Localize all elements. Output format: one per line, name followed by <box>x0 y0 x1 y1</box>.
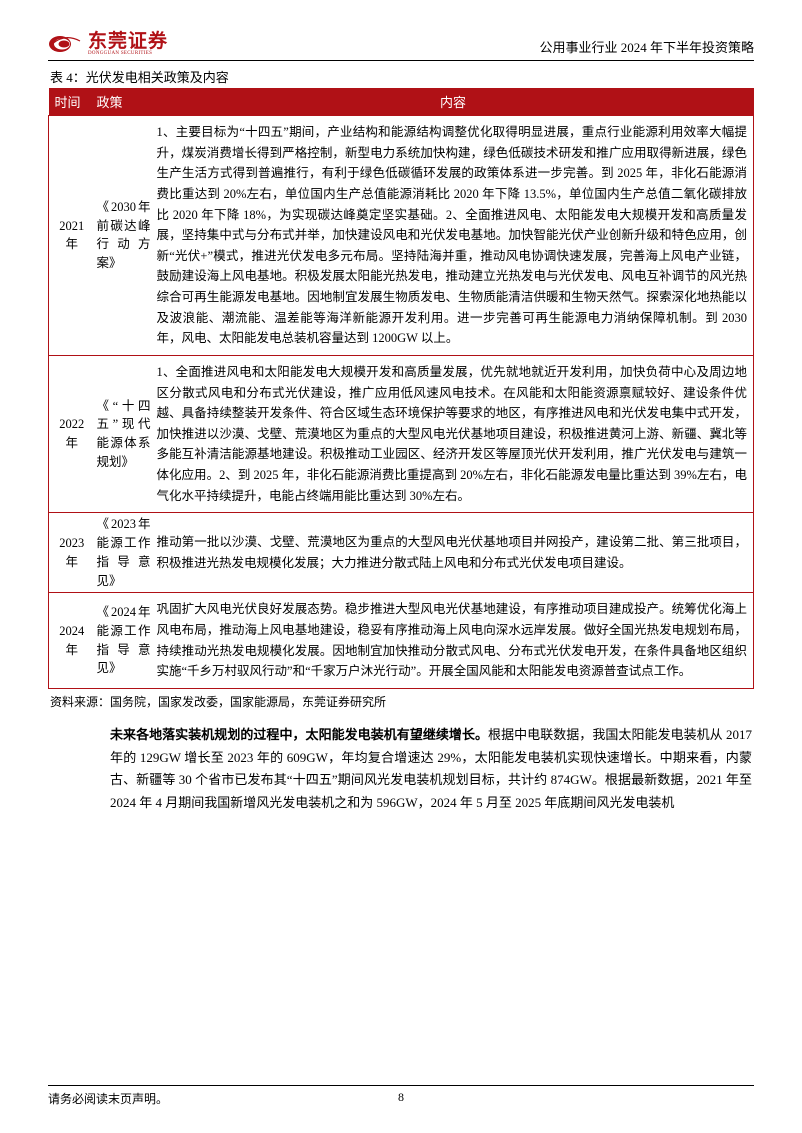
table-header-time: 时间 <box>49 88 95 116</box>
table-source: 资料来源：国务院，国家发改委，国家能源局，东莞证券研究所 <box>48 693 754 710</box>
cell-time: 2021年 <box>49 116 95 356</box>
logo-text-en: DONGGUAN SECURITIES <box>88 51 168 56</box>
cell-content: 巩固扩大风电光伏良好发展态势。稳步推进大型风电光伏基地建设，有序推动项目建成投产… <box>153 593 754 689</box>
cell-policy: 《2024年能源工作指导意见》 <box>95 593 153 689</box>
cell-time: 2023年 <box>49 513 95 593</box>
cell-time: 2022年 <box>49 355 95 512</box>
page-footer: 请务必阅读末页声明。 8 <box>48 1085 754 1107</box>
table-row: 2023年 《2023年能源工作指导意见》 推动第一批以沙漠、戈壁、荒漠地区为重… <box>49 513 754 593</box>
cell-time: 2024年 <box>49 593 95 689</box>
table-caption: 表 4：光伏发电相关政策及内容 <box>48 67 754 86</box>
table-header-content: 内容 <box>153 88 754 116</box>
table-row: 2022年 《“十四五”现代能源体系规划》 1、全面推进风电和太阳能发电大规模开… <box>49 355 754 512</box>
cell-policy: 《“十四五”现代能源体系规划》 <box>95 355 153 512</box>
footer-disclaimer: 请务必阅读末页声明。 <box>48 1090 168 1107</box>
table-row: 2024年 《2024年能源工作指导意见》 巩固扩大风电光伏良好发展态势。稳步推… <box>49 593 754 689</box>
page-header: 东莞证券 DONGGUAN SECURITIES 公用事业行业 2024 年下半… <box>48 32 754 61</box>
para-bold: 未来各地落实装机规划的过程中，太阳能发电装机有望继续增长。 <box>110 727 488 742</box>
body-paragraph: 未来各地落实装机规划的过程中，太阳能发电装机有望继续增长。根据中电联数据，我国太… <box>48 724 754 815</box>
page-number: 8 <box>398 1090 404 1105</box>
cell-content: 推动第一批以沙漠、戈壁、荒漠地区为重点的大型风电光伏基地项目并网投产，建设第二批… <box>153 513 754 593</box>
logo-block: 东莞证券 DONGGUAN SECURITIES <box>48 32 168 56</box>
cell-content: 1、全面推进风电和太阳能发电大规模开发和高质量发展，优先就地就近开发利用，加快负… <box>153 355 754 512</box>
doc-title: 公用事业行业 2024 年下半年投资策略 <box>539 37 754 56</box>
cell-policy: 《2030年前碳达峰行动方案》 <box>95 116 153 356</box>
table-header-policy: 政策 <box>95 88 153 116</box>
logo-icon <box>48 35 82 53</box>
policy-table: 时间 政策 内容 2021年 《2030年前碳达峰行动方案》 1、主要目标为“十… <box>48 88 754 689</box>
cell-content: 1、主要目标为“十四五”期间，产业结构和能源结构调整优化取得明显进展，重点行业能… <box>153 116 754 356</box>
cell-policy: 《2023年能源工作指导意见》 <box>95 513 153 593</box>
logo-text-cn: 东莞证券 <box>88 32 168 51</box>
table-row: 2021年 《2030年前碳达峰行动方案》 1、主要目标为“十四五”期间，产业结… <box>49 116 754 356</box>
